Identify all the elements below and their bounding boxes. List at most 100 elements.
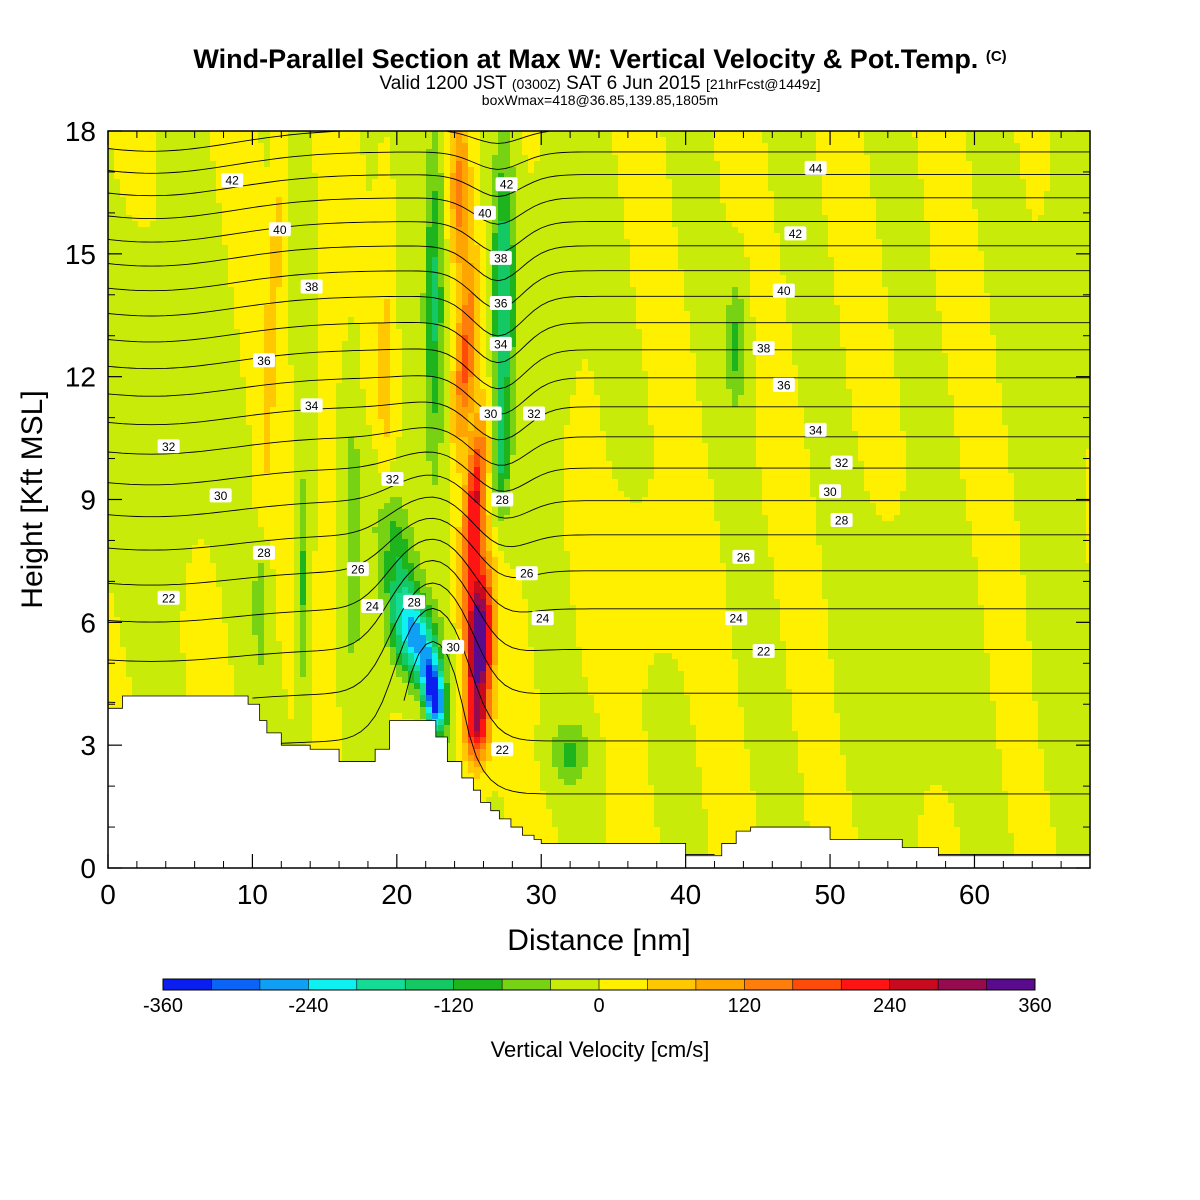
x-tick-label: 10 xyxy=(237,879,268,910)
valid-date: SAT 6 Jun 2015 xyxy=(566,73,701,94)
x-axis-label: Distance [nm] xyxy=(507,924,690,957)
colorbar-swatch xyxy=(163,979,212,990)
theta-contour-label: 36 xyxy=(252,353,275,368)
valid-time: Valid 1200 JST xyxy=(379,73,506,94)
y-tick-label: 15 xyxy=(65,239,96,270)
colorbar-swatch xyxy=(889,979,939,990)
theta-contour-label: 30 xyxy=(442,639,465,654)
theta-contour-label: 26 xyxy=(515,566,538,581)
theta-contour-label: 32 xyxy=(381,472,404,487)
theta-contour-label: 38 xyxy=(752,341,775,356)
theta-contour-label: 22 xyxy=(752,643,775,658)
x-tick-label: 20 xyxy=(381,879,412,910)
y-tick-label: 9 xyxy=(80,485,96,516)
theta-contour-line xyxy=(107,130,549,152)
colorbar-swatch xyxy=(695,979,745,990)
theta-contour-label: 36 xyxy=(772,377,795,392)
theta-contour-label: 28 xyxy=(403,594,426,609)
theta-contour-label: 30 xyxy=(479,406,502,421)
theta-contour-label: 24 xyxy=(361,598,384,613)
theta-contour-label: 32 xyxy=(157,439,180,454)
theta-contour-label: 22 xyxy=(491,742,514,757)
colorbar-swatch xyxy=(550,979,600,990)
theta-contour-label: 28 xyxy=(830,512,853,527)
theta-contour-label: 32 xyxy=(830,455,853,470)
box-wmax-info: boxWmax=418@36.85,139.85,1805m xyxy=(0,92,1200,108)
x-tick-label: 30 xyxy=(526,879,557,910)
colorbar-swatch xyxy=(647,979,697,990)
y-axis-label: Height [Kft MSL] xyxy=(16,390,49,608)
terrain-mask xyxy=(107,695,1091,869)
theta-contour-label: 24 xyxy=(531,611,554,626)
theta-contour-label: 40 xyxy=(772,283,795,298)
theta-contour-label: 30 xyxy=(819,484,842,499)
colorbar-tick-label: 240 xyxy=(873,995,906,1017)
theta-contour-label: 30 xyxy=(209,488,232,503)
theta-contours xyxy=(107,130,1090,856)
colorbar-swatch xyxy=(744,979,794,990)
colorbar-tick-label: 360 xyxy=(1018,995,1051,1017)
theta-contour-label: 44 xyxy=(804,160,827,175)
theta-contour-label: 34 xyxy=(804,422,827,437)
theta-contour-line xyxy=(281,607,1090,744)
theta-contour-label: 24 xyxy=(725,611,748,626)
theta-contour-label: 34 xyxy=(300,398,323,413)
y-tick-label: 3 xyxy=(80,730,96,761)
colorbar-swatch xyxy=(211,979,261,990)
theta-contour-line xyxy=(107,427,1090,466)
theta-contour-label: 42 xyxy=(221,173,244,188)
theta-contour-line xyxy=(107,197,1090,225)
vertical-velocity-field xyxy=(108,131,1091,869)
colorbar-swatch xyxy=(259,979,309,990)
x-tick-label: 50 xyxy=(814,879,845,910)
colorbar-swatch xyxy=(502,979,551,990)
theta-contour-label: 40 xyxy=(473,205,496,220)
theta-contour-label: 28 xyxy=(252,545,275,560)
colorbar-tick-label: 120 xyxy=(728,995,761,1017)
colorbar-swatch xyxy=(453,979,503,990)
theta-contour-line xyxy=(107,151,1090,174)
theta-contour-line xyxy=(107,245,1090,282)
chart-subtitle: Valid 1200 JST (0300Z) SAT 6 Jun 2015 [2… xyxy=(0,73,1200,95)
x-tick-label: 60 xyxy=(959,879,990,910)
colorbar-tick-label: -360 xyxy=(143,995,183,1017)
theta-contour-label: 42 xyxy=(495,177,518,192)
theta-contour-label: 28 xyxy=(491,492,514,507)
theta-contour-line xyxy=(107,496,1090,551)
theta-contour-line xyxy=(107,538,1090,623)
theta-contour-line xyxy=(107,560,1090,662)
theta-contour-label: 26 xyxy=(732,549,755,564)
theta-contour-line xyxy=(107,174,1090,197)
theta-contour-line xyxy=(107,401,1090,441)
y-tick-label: 18 xyxy=(65,116,96,147)
chart-title: Wind-Parallel Section at Max W: Vertical… xyxy=(0,44,1200,75)
colorbar-swatch xyxy=(405,979,454,990)
theta-contour-label: 22 xyxy=(157,590,180,605)
x-axis: 0 10 20 30 40 50 60 xyxy=(100,131,1091,910)
chart-title-text: Wind-Parallel Section at Max W: Vertical… xyxy=(193,44,978,74)
theta-contour-line xyxy=(107,295,1090,337)
x-tick-label: 0 xyxy=(100,879,116,910)
y-tick-label: 6 xyxy=(80,607,96,638)
theta-contour-line xyxy=(107,322,1090,364)
colorbar: -360 -240 -120 0 120 240 360 xyxy=(143,978,1052,1017)
theta-contour-label: 26 xyxy=(346,562,369,577)
forecast-run: [21hrFcst@1449z] xyxy=(706,76,821,92)
colorbar-swatch xyxy=(356,979,406,990)
theta-contour-line xyxy=(403,640,1090,795)
theta-contour-label: 40 xyxy=(268,222,291,237)
theta-contour-line xyxy=(107,582,1090,703)
colorbar-swatch xyxy=(986,979,1036,990)
theta-contour-line xyxy=(107,270,1090,310)
theta-contour-label: 38 xyxy=(489,250,512,265)
theta-contour-label: 32 xyxy=(523,406,546,421)
colorbar-swatch xyxy=(308,979,358,990)
colorbar-tick-label: -120 xyxy=(434,995,474,1017)
theta-contour-line xyxy=(107,474,1090,519)
colorbar-tick-label: -240 xyxy=(288,995,328,1017)
theta-contour-line xyxy=(107,451,1090,492)
theta-contour-labels: 42 40 38 36 34 32 30 28 26 24 22 32 28 30 42 40 38 36 34 32… xyxy=(157,160,853,757)
theta-contour-line xyxy=(107,517,1090,586)
